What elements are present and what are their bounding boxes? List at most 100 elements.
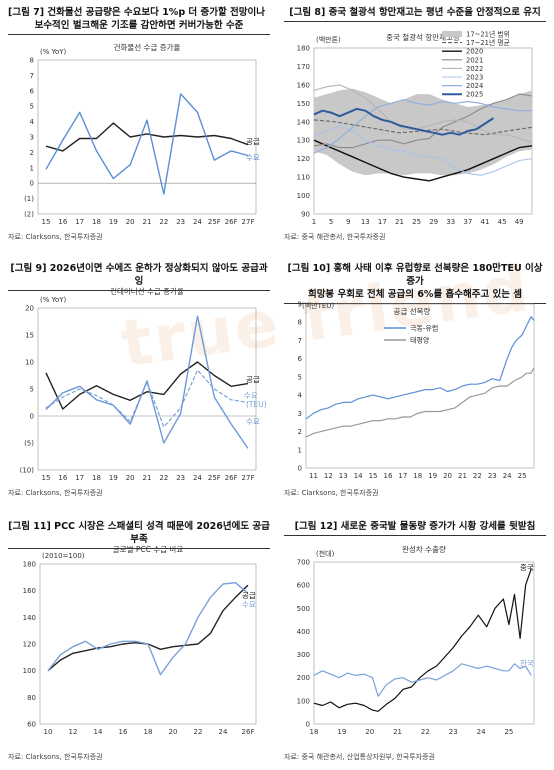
x-tick-label: 13 xyxy=(339,472,348,480)
chart-svg: 90 100 110 120 130 140 150 160 170 180 1 5 9 13 17 21 25… xyxy=(297,30,533,226)
y-tick-label: 110 xyxy=(297,174,310,182)
series-label: 공급 xyxy=(246,375,260,384)
x-tick-label: 22 xyxy=(473,472,482,480)
series-line xyxy=(313,124,533,176)
x-tick-label: 27F xyxy=(242,218,255,226)
y-tick-label: 700 xyxy=(297,559,310,567)
series-line xyxy=(313,93,533,149)
y-tick-label: 15 xyxy=(25,332,34,340)
x-tick-label: 24 xyxy=(503,472,512,480)
panel-title: [그림 7] 건화물선 공급량은 수요보다 1%p 더 증가할 전망이나 보수적… xyxy=(8,6,270,35)
x-tick-label: 26F xyxy=(225,474,238,482)
y-tick-label: (5) xyxy=(24,440,34,448)
y-tick-label: 20 xyxy=(25,305,34,313)
y-tick-label: 2 xyxy=(298,428,302,436)
x-tick-label: 24 xyxy=(219,728,228,736)
x-tick-label: 15 xyxy=(42,474,51,482)
x-tick-label: 22 xyxy=(194,728,203,736)
y-tick-label: 130 xyxy=(297,137,310,145)
y-tick-label: 3 xyxy=(298,410,302,418)
y-tick-label: 5 xyxy=(30,103,34,111)
x-tick-label: 15 xyxy=(42,218,51,226)
chart-svg: 60 80 100 120 140 160 180 10 12 14 16 18 20 22 24 26F (2… xyxy=(23,544,257,736)
y-tick-label: 6 xyxy=(30,87,35,95)
x-tick-label: 41 xyxy=(481,218,490,226)
x-tick-label: 5 xyxy=(329,218,333,226)
series-label: 수요 xyxy=(244,391,258,400)
y-tick-label: 9 xyxy=(298,301,302,309)
x-tick-label: 15 xyxy=(369,472,378,480)
x-tick-label: 26F xyxy=(242,728,255,736)
legend-label: 2021 xyxy=(466,56,483,64)
plot-frame xyxy=(39,563,257,725)
panel-title-line-1: [그림 9] 2026년이면 수에즈 운하가 정상화되지 않아도 공급과잉 xyxy=(10,263,268,287)
series-label: 수요 xyxy=(246,153,260,162)
y-tick-label: 170 xyxy=(297,63,310,71)
series-line xyxy=(305,367,535,438)
x-tick-label: 18 xyxy=(92,218,101,226)
x-tick-label: 25 xyxy=(518,472,527,480)
x-tick-label: 21 xyxy=(458,472,467,480)
panel-title-line-1: [그림 12] 새로운 중국발 물동량 증가가 시황 강세를 뒷받침 xyxy=(294,521,536,532)
y-tick-label: 7 xyxy=(30,72,34,80)
x-tick-label: 24 xyxy=(193,218,202,226)
legend-label: 2020 xyxy=(466,48,483,56)
y-tick-label: 80 xyxy=(27,694,36,702)
chart-panel-10: [그림 10] 홍해 사태 이후 유럽향로 선복량은 180만TEU 이상 증가… xyxy=(284,262,546,502)
y-tick-label: 0 xyxy=(30,413,34,421)
x-tick-label: 49 xyxy=(515,218,524,226)
chart-title: 글로벌 PCC 수급 비교 xyxy=(113,544,184,554)
series-line xyxy=(313,107,495,136)
y-axis-label: (% YoY) xyxy=(40,296,67,304)
x-tick-label: 19 xyxy=(109,474,118,482)
x-tick-label: 16 xyxy=(119,728,128,736)
plot-frame xyxy=(37,307,257,471)
x-tick-label: 19 xyxy=(428,472,437,480)
y-tick-label: 90 xyxy=(301,211,310,219)
x-tick-label: 16 xyxy=(58,474,67,482)
series-line xyxy=(45,369,249,428)
y-tick-label: 8 xyxy=(30,57,34,65)
chart-source: 자료: Clarksons, 한국투자증권 xyxy=(8,233,103,241)
y-tick-label: 100 xyxy=(297,697,310,705)
y-tick-label: 500 xyxy=(297,605,310,613)
x-tick-label: 26F xyxy=(225,218,238,226)
x-tick-label: 14 xyxy=(354,472,363,480)
series-line xyxy=(313,568,532,712)
chart-source: 자료: Clarksons, 한국투자증권 xyxy=(8,753,103,761)
series-line xyxy=(47,582,249,676)
panel-title-line-1: [그림 7] 건화물선 공급량은 수요보다 1%p 더 증가할 전망이나 xyxy=(8,7,265,18)
series-line xyxy=(47,584,249,672)
panel-title: [그림 9] 2026년이면 수에즈 운하가 정상화되지 않아도 공급과잉 xyxy=(8,262,270,291)
y-tick-label: (10) xyxy=(20,467,35,475)
y-tick-label: 2 xyxy=(30,149,34,157)
x-tick-label: 11 xyxy=(309,472,318,480)
x-tick-label: 25 xyxy=(504,728,513,736)
x-tick-label: 14 xyxy=(94,728,103,736)
x-tick-label: 20 xyxy=(169,728,178,736)
x-tick-label: 17 xyxy=(398,472,407,480)
y-tick-label: 60 xyxy=(27,721,36,729)
chart-panel-7: [그림 7] 건화물선 공급량은 수요보다 1%p 더 증가할 전망이나 보수적… xyxy=(8,6,270,246)
y-tick-label: 0 xyxy=(298,465,302,473)
chart-svg: (10) (5) 0 5 10 15 20 15 16 17 18 19 20 21 22 23 24 25F 26… xyxy=(20,286,267,482)
x-tick-label: 18 xyxy=(413,472,422,480)
y-tick-label: 6 xyxy=(298,355,303,363)
x-tick-label: 29 xyxy=(429,218,438,226)
y-tick-label: 140 xyxy=(297,118,310,126)
series-label: 한국 xyxy=(520,659,534,668)
x-tick-label: 19 xyxy=(337,728,346,736)
panel-title: [그림 10] 홍해 사태 이후 유럽향로 선복량은 180만TEU 이상 증가… xyxy=(284,262,546,304)
x-tick-label: 12 xyxy=(69,728,78,736)
series-label: 수요 xyxy=(246,417,260,426)
x-tick-label: 21 xyxy=(393,728,402,736)
chart-source: 자료: Clarksons, 한국투자증권 xyxy=(284,489,379,497)
chart-source: 자료: Clarksons, 한국투자증권 xyxy=(8,489,103,497)
y-tick-label: 100 xyxy=(23,667,36,675)
legend-label: 2024 xyxy=(466,82,483,90)
chart-svg: 0 100 200 300 400 500 600 700 18 19 20 21 22 23 24 25 (천… xyxy=(297,544,535,736)
x-tick-label: 12 xyxy=(324,472,333,480)
x-tick-label: 20 xyxy=(443,472,452,480)
y-tick-label: 120 xyxy=(297,155,310,163)
x-tick-label: 20 xyxy=(126,474,135,482)
